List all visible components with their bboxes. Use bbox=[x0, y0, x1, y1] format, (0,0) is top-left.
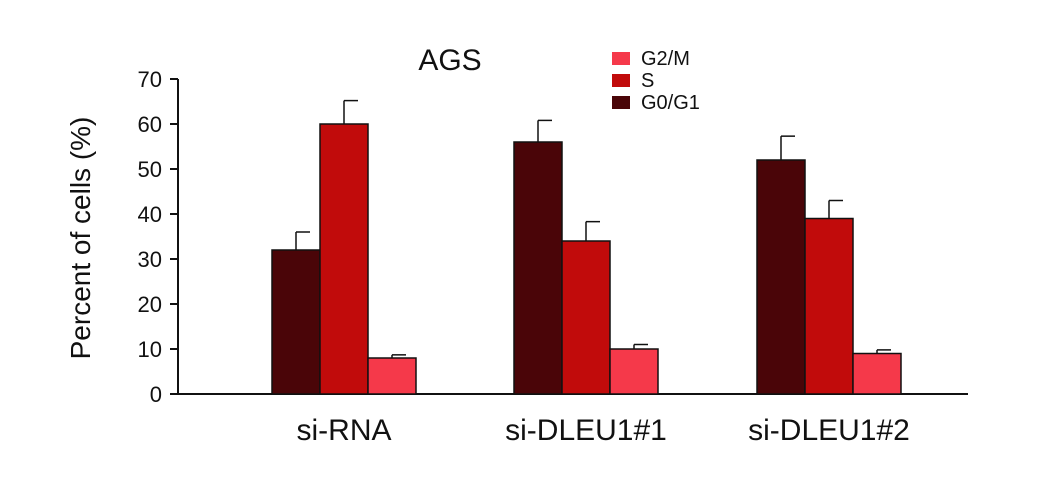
bar bbox=[756, 159, 806, 395]
y-tick-label: 70 bbox=[138, 67, 162, 92]
bar bbox=[319, 123, 369, 395]
bars: si-RNA si-DLEU1#1 si-DLEU1#2 bbox=[271, 99, 910, 447]
y-tick-label: 30 bbox=[138, 247, 162, 272]
bar-group: si-DLEU1#1 bbox=[505, 119, 667, 447]
y-tick-label: 60 bbox=[138, 112, 162, 137]
bar bbox=[609, 348, 659, 395]
y-axis-label: Percent of cells (%) bbox=[65, 117, 96, 360]
x-category-label: si-DLEU1#2 bbox=[748, 414, 910, 447]
y-tick-label: 10 bbox=[138, 337, 162, 362]
bar bbox=[513, 141, 563, 395]
y-tick-label: 40 bbox=[138, 202, 162, 227]
bar-group: si-RNA bbox=[271, 99, 417, 447]
bar bbox=[271, 249, 321, 395]
legend-item: G0/G1 bbox=[612, 92, 700, 114]
y-tick-label: 0 bbox=[150, 382, 162, 407]
x-category-label: si-DLEU1#1 bbox=[505, 414, 667, 447]
bar bbox=[852, 352, 902, 395]
legend-item: G2/M bbox=[612, 48, 690, 70]
y-tick-label: 50 bbox=[138, 157, 162, 182]
legend-swatch bbox=[612, 74, 630, 87]
bar-group: si-DLEU1#2 bbox=[748, 135, 910, 447]
bar bbox=[367, 357, 417, 395]
x-category-label: si-RNA bbox=[297, 414, 392, 447]
legend-label: S bbox=[641, 70, 654, 92]
bar bbox=[561, 240, 611, 395]
chart-title: AGS bbox=[418, 44, 481, 77]
bar bbox=[804, 217, 854, 395]
legend-swatch bbox=[612, 52, 630, 65]
legend-item: S bbox=[612, 70, 654, 92]
legend-label: G0/G1 bbox=[641, 92, 700, 114]
legend-swatch bbox=[612, 96, 630, 109]
y-tick-label: 20 bbox=[138, 292, 162, 317]
legend-label: G2/M bbox=[641, 48, 690, 70]
